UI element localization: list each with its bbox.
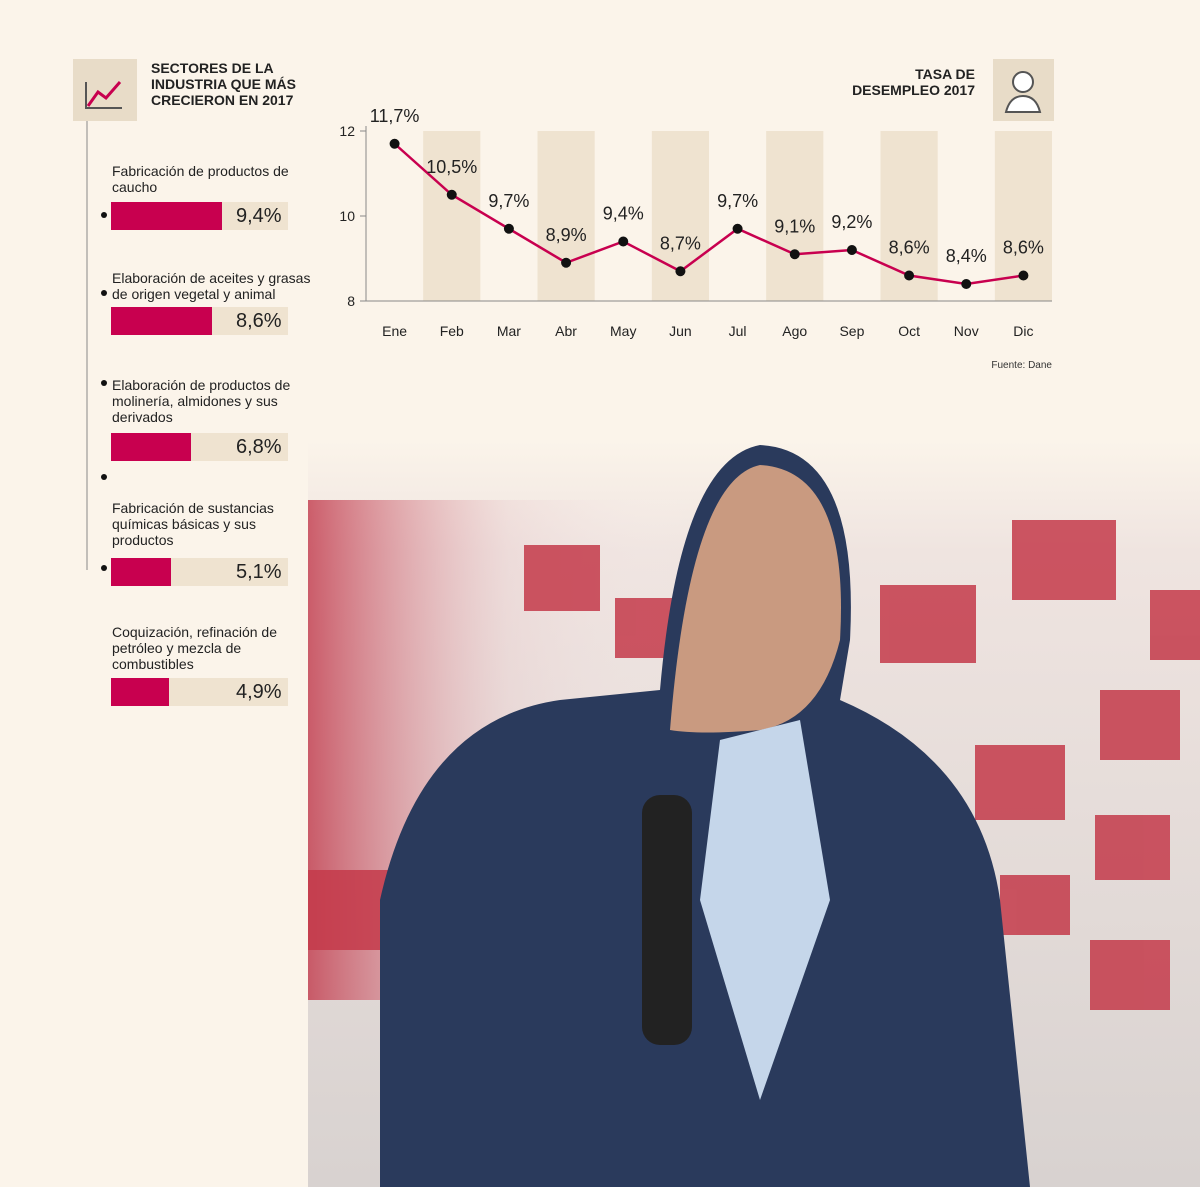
photo-face [670, 465, 841, 733]
value-label: 8,6% [1003, 238, 1044, 258]
point [561, 257, 572, 268]
point [789, 249, 800, 260]
x-tick-label: Ago [782, 323, 807, 339]
connector-dot [101, 212, 107, 218]
bar [111, 558, 172, 586]
connector-dot [101, 380, 107, 386]
x-tick-label: Dic [1013, 323, 1033, 339]
category-label: Fabricación de sustancias químicas básic… [112, 500, 274, 548]
x-tick-label: Jul [729, 323, 747, 339]
x-tick-label: Feb [440, 323, 464, 339]
value-label: 8,7% [660, 233, 701, 253]
photo-person [380, 445, 1030, 1187]
industry-icon [73, 59, 137, 121]
point [503, 223, 514, 234]
connector-dot [101, 290, 107, 296]
value-label: 5,1% [236, 561, 282, 583]
point [904, 270, 915, 281]
category-label: Elaboración de productos de molinería, a… [112, 377, 291, 425]
y-tick-label: 10 [339, 208, 355, 224]
point [446, 189, 457, 200]
x-tick-label: Ene [382, 323, 407, 339]
x-tick-label: May [610, 323, 636, 339]
point [961, 279, 972, 289]
chart-title: TASA DE DESEMPLEO 2017 [852, 66, 975, 98]
y-tick-label: 8 [347, 293, 355, 309]
point [618, 236, 629, 247]
photo-microphone [642, 795, 692, 1045]
bar [111, 307, 213, 335]
x-tick-label: Nov [954, 323, 979, 339]
x-tick-label: Jun [669, 323, 692, 339]
chart-title: SECTORES DE LA INDUSTRIA QUE MÁS CRECIER… [151, 60, 296, 108]
column-band [766, 131, 824, 301]
value-label: 8,6% [889, 238, 930, 258]
x-tick-label: Mar [497, 323, 521, 339]
x-tick-label: Sep [839, 323, 864, 339]
value-label: 9,2% [831, 212, 872, 232]
x-tick-label: Abr [555, 323, 577, 339]
value-label: 4,9% [236, 681, 282, 703]
point [389, 138, 400, 149]
x-tick-label: Oct [898, 323, 920, 339]
value-label: 8,4% [946, 246, 987, 266]
value-label: 9,7% [717, 191, 758, 211]
source: Fuente: Dane [991, 360, 1052, 371]
point [846, 245, 857, 255]
category-label: Fabricación de productos de caucho [112, 163, 289, 195]
connector-dot [101, 474, 107, 480]
column-band [423, 131, 481, 301]
value-label: 9,7% [488, 191, 529, 211]
value-label: 11,7% [370, 106, 420, 126]
value-label: 9,4% [603, 204, 644, 224]
bar [111, 202, 222, 230]
point [732, 223, 743, 234]
category-label: Coquización, refinación de petróleo y me… [112, 624, 277, 672]
category-label: Elaboración de aceites y grasas de orige… [112, 270, 311, 302]
value-label: 9,1% [774, 216, 815, 236]
value-label: 6,8% [236, 436, 282, 458]
y-tick-label: 12 [339, 123, 355, 139]
line-chart: 8 10 12 11,7% Ene 10,5% Feb 9,7% Mar 8,9% Abr 9,4% M… [339, 106, 1052, 371]
column-band [537, 131, 595, 301]
value-label: 8,6% [236, 310, 282, 332]
connector-dot [101, 565, 107, 571]
bar [111, 678, 169, 706]
value-label: 8,9% [546, 225, 587, 245]
point [1018, 270, 1029, 281]
bar [111, 433, 192, 461]
line [393, 142, 1024, 286]
value-label: 10,5% [426, 157, 477, 177]
photo-shirt [700, 720, 830, 1100]
value-label: 9,4% [236, 205, 282, 227]
point [675, 266, 686, 277]
